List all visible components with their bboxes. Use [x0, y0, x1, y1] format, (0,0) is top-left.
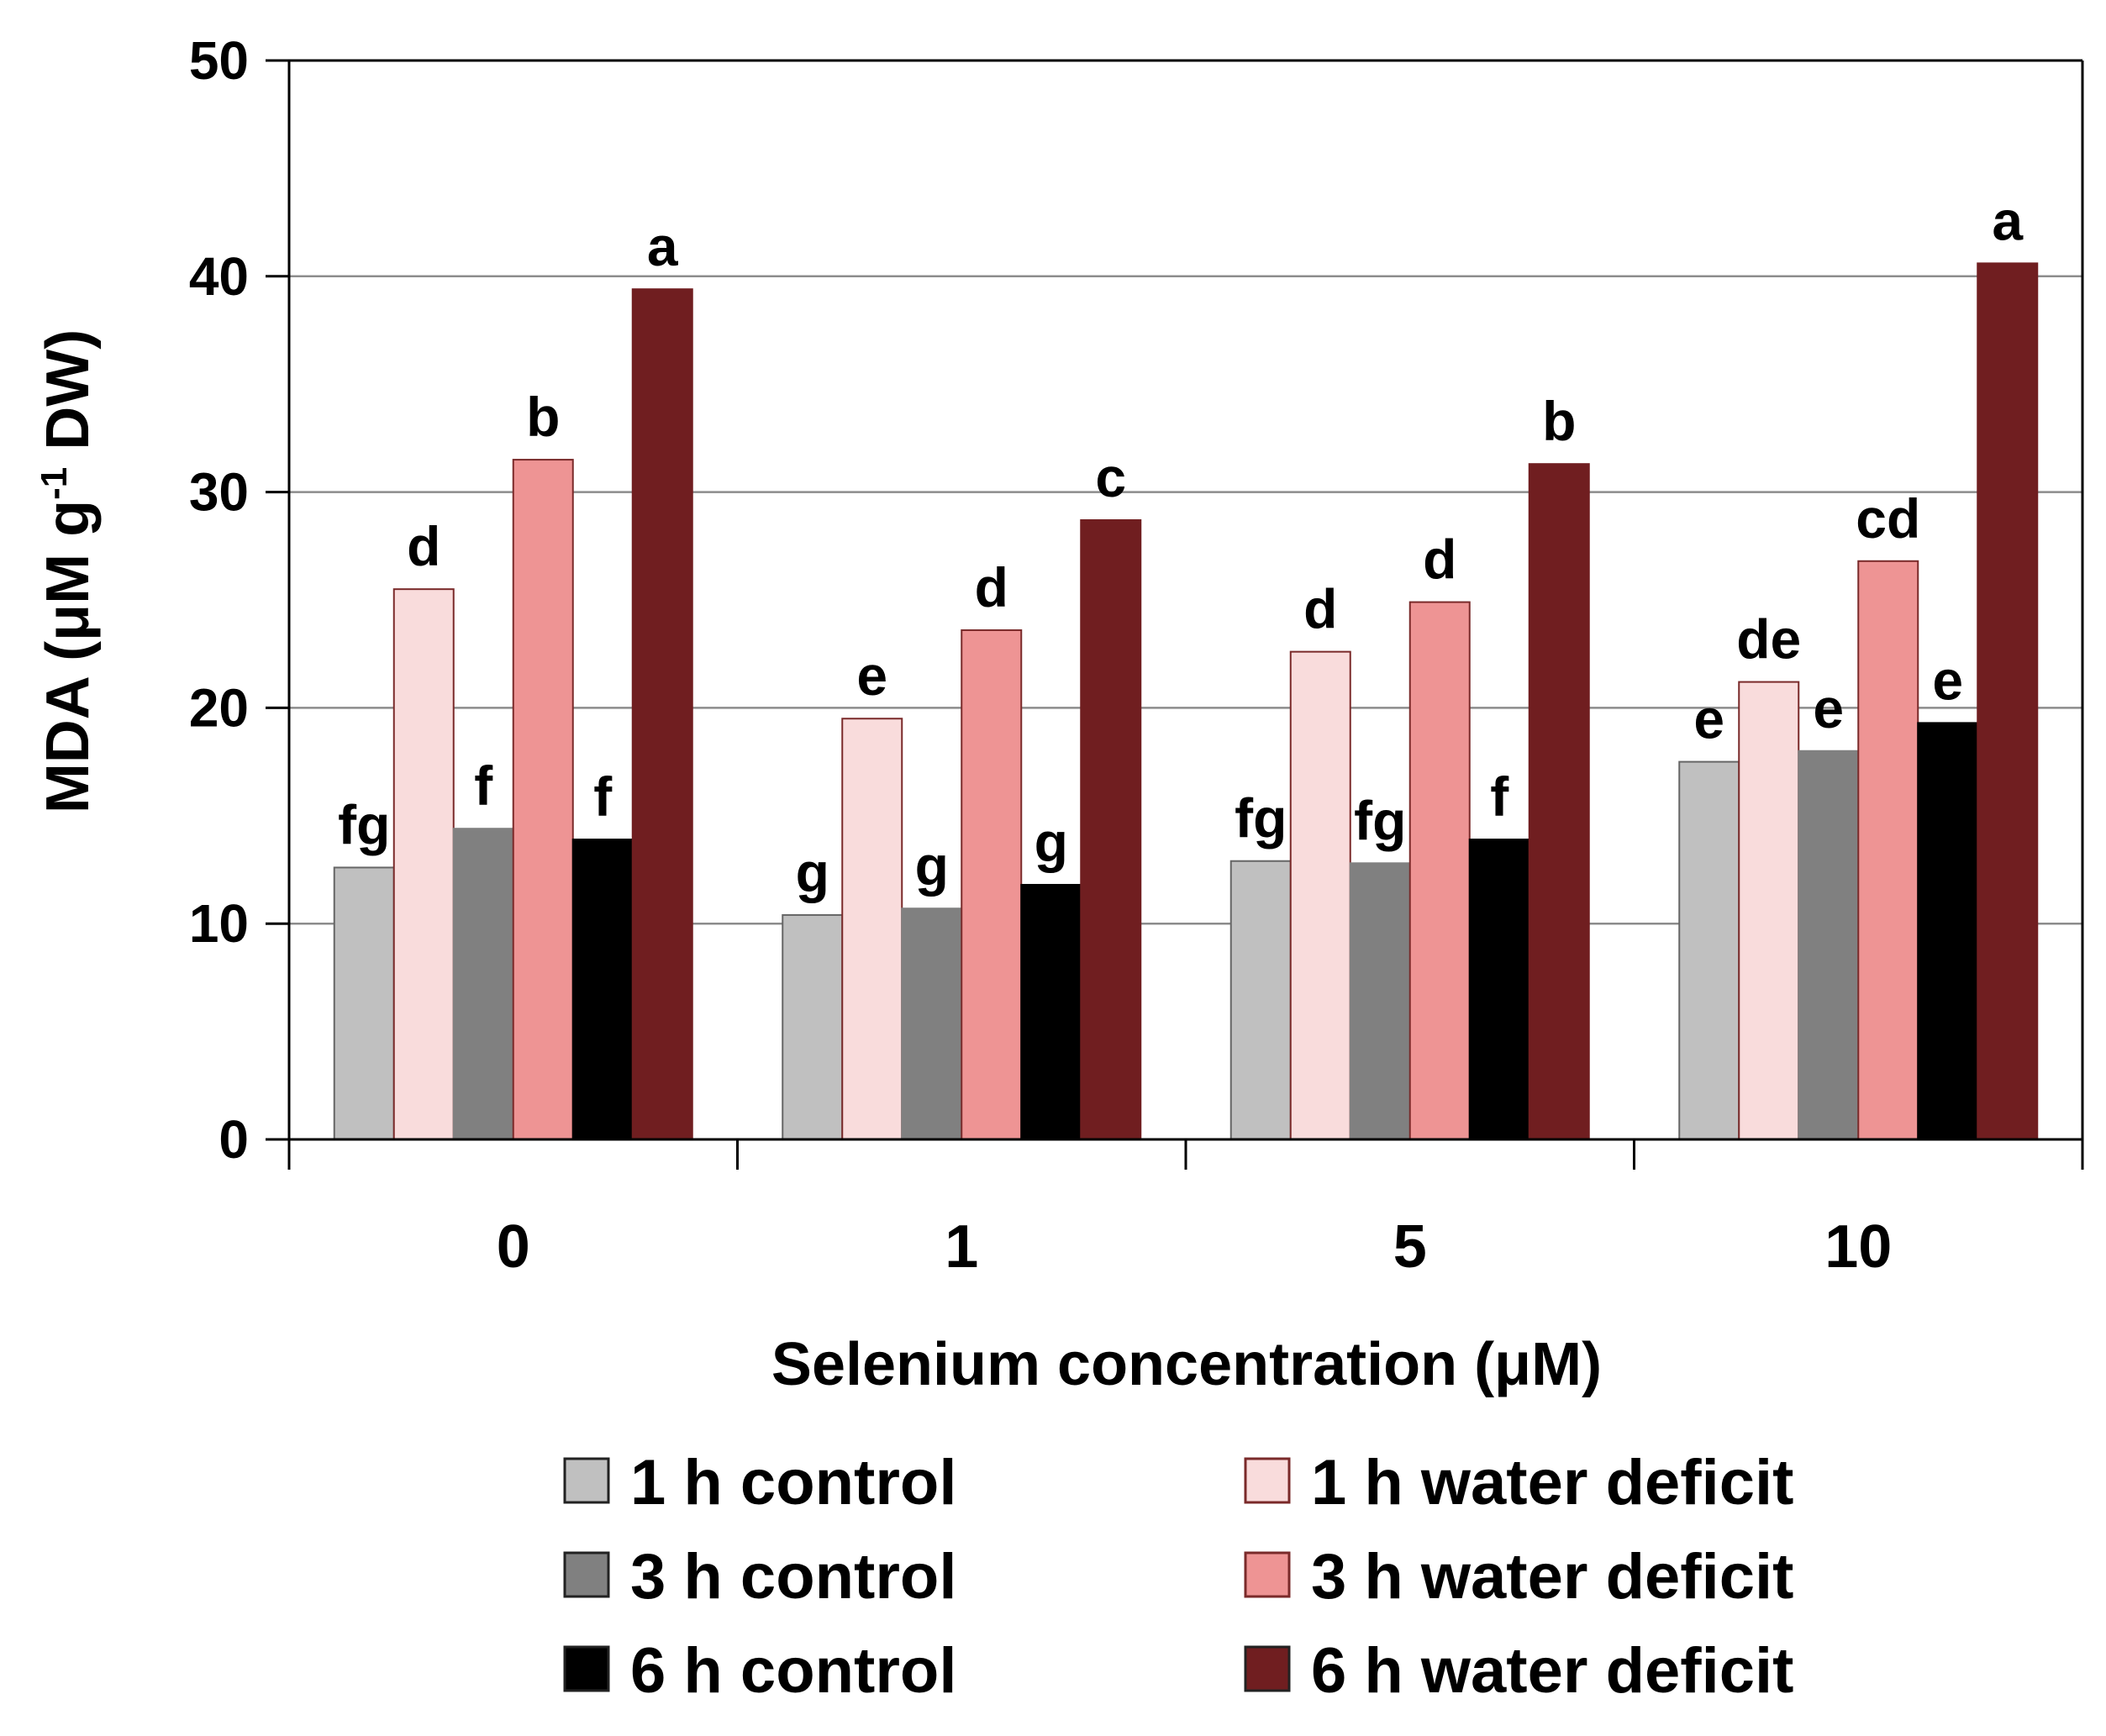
- significance-label: d: [975, 556, 1008, 618]
- bar: [1408, 601, 1471, 1140]
- bar: [841, 718, 903, 1140]
- significance-label: d: [407, 515, 440, 577]
- bar: [1738, 681, 1800, 1140]
- x-tick-label: 1: [945, 1213, 978, 1281]
- bar: [961, 629, 1023, 1140]
- significance-label: a: [647, 215, 679, 277]
- bar: [1528, 463, 1590, 1140]
- legend-swatch: [1244, 1645, 1291, 1692]
- y-tick-label: 50: [189, 30, 249, 91]
- y-axis-label: MDA (μM g-1 DW): [34, 329, 102, 813]
- legend-label: 3 h control: [630, 1541, 956, 1612]
- x-axis-label: Selenium concentration (μM): [771, 1331, 1602, 1398]
- significance-label: d: [1303, 578, 1337, 640]
- x-tick-label: 5: [1393, 1213, 1427, 1281]
- significance-label: g: [796, 841, 829, 903]
- legend-label: 1 h control: [630, 1447, 956, 1518]
- bar: [1080, 518, 1142, 1140]
- legend-label: 1 h water deficit: [1311, 1447, 1793, 1518]
- legend-swatch: [563, 1645, 610, 1692]
- y-tick-label: 40: [189, 246, 249, 307]
- y-axis-label-suffix: DW): [34, 329, 102, 467]
- y-tick-label: 20: [189, 677, 249, 738]
- legend-swatch: [563, 1457, 610, 1504]
- bar: [782, 913, 844, 1140]
- bar: [1020, 883, 1082, 1140]
- legend-swatch: [563, 1551, 610, 1598]
- y-tick-label: 0: [218, 1109, 249, 1170]
- significance-label: e: [1813, 677, 1844, 739]
- bar: [392, 588, 455, 1140]
- significance-label: g: [1035, 811, 1068, 873]
- bar: [1229, 860, 1292, 1141]
- bar: [1917, 722, 1979, 1140]
- significance-label: cd: [1856, 487, 1920, 550]
- significance-label: b: [526, 386, 560, 448]
- significance-label: fg: [338, 793, 390, 855]
- significance-label: c: [1095, 446, 1126, 508]
- significance-label: e: [856, 644, 887, 707]
- y-tick-label: 30: [189, 462, 249, 523]
- legend-swatch: [1244, 1551, 1291, 1598]
- significance-label: g: [915, 834, 949, 897]
- bar: [512, 459, 574, 1140]
- y-axis-label-prefix: MDA (μM g: [34, 500, 102, 813]
- legend: 1 h control 3 h control 6 h control 1 h wat…: [563, 1447, 1793, 1707]
- significance-label: f: [474, 755, 493, 817]
- bar: [1678, 760, 1740, 1140]
- significance-label: d: [1423, 529, 1456, 591]
- significance-label: fg: [1354, 789, 1406, 851]
- x-tick-labels: 0 1 5 10: [497, 1213, 1893, 1281]
- significance-label: b: [1542, 390, 1576, 452]
- axes: [266, 59, 2084, 1170]
- bar: [1857, 560, 1919, 1140]
- x-tick-label: 10: [1824, 1213, 1892, 1281]
- x-tick-label: 0: [497, 1213, 530, 1281]
- significance-label: a: [1992, 189, 2024, 251]
- bar: [333, 866, 395, 1140]
- bar: [1798, 750, 1860, 1140]
- significance-label: f: [1490, 765, 1509, 828]
- y-axis-label-sup: -1: [34, 467, 75, 500]
- bar: [1349, 862, 1411, 1141]
- significance-label: de: [1736, 608, 1801, 671]
- legend-label: 3 h water deficit: [1311, 1541, 1793, 1612]
- bar: [1468, 839, 1530, 1140]
- bar: [452, 828, 514, 1140]
- significance-label: e: [1932, 649, 1963, 711]
- legend-label: 6 h water deficit: [1311, 1635, 1793, 1707]
- y-tick-labels: 0 10 20 30 40 50: [189, 30, 249, 1170]
- bar: [1289, 650, 1351, 1140]
- significance-label: e: [1693, 688, 1724, 750]
- significance-label: fg: [1235, 787, 1287, 850]
- bar: [1977, 262, 2039, 1141]
- bar: [631, 288, 693, 1140]
- legend-swatch: [1244, 1457, 1291, 1504]
- y-tick-label: 10: [189, 893, 249, 954]
- bars: [333, 262, 2039, 1141]
- bar: [571, 839, 634, 1140]
- legend-label: 6 h control: [630, 1635, 956, 1707]
- bar: [901, 907, 963, 1140]
- significance-label: f: [593, 765, 613, 828]
